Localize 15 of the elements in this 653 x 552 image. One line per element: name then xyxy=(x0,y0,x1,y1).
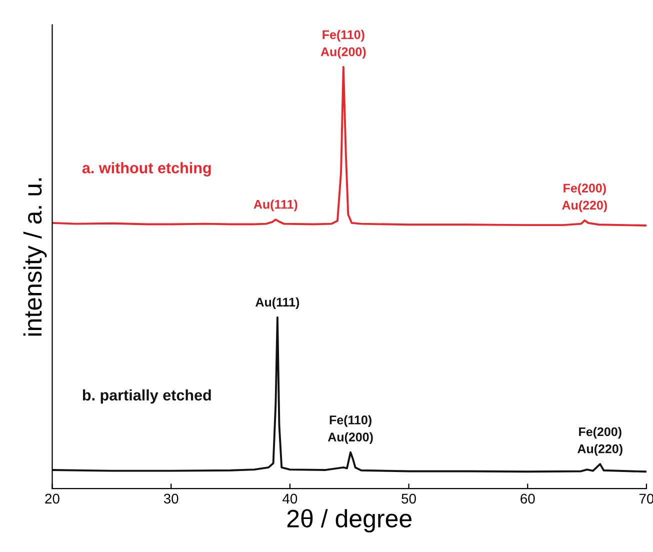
text: a. without etching xyxy=(82,162,211,176)
x-tick-label: 50 xyxy=(402,494,416,504)
annotation: Fe(110) Au(200) xyxy=(328,415,373,444)
annotation: Au(111) xyxy=(256,297,300,310)
annotation: Fe(200) Au(220) xyxy=(578,427,622,456)
y-axis-title: intensity / a. u. xyxy=(23,178,47,336)
x-tick-label: 20 xyxy=(45,494,60,504)
annotation: Fe(200) Au(220) xyxy=(562,183,607,212)
annotation: Fe(110) Au(200) xyxy=(320,30,366,59)
x-tick-label: 30 xyxy=(164,494,178,504)
annotation: Au(111) xyxy=(254,200,298,212)
x-tick-label: 40 xyxy=(282,494,298,504)
x-tick-label: 60 xyxy=(520,494,535,504)
x-axis-title: 2θ / degree xyxy=(287,509,412,532)
text: b. partially etched xyxy=(82,389,211,404)
